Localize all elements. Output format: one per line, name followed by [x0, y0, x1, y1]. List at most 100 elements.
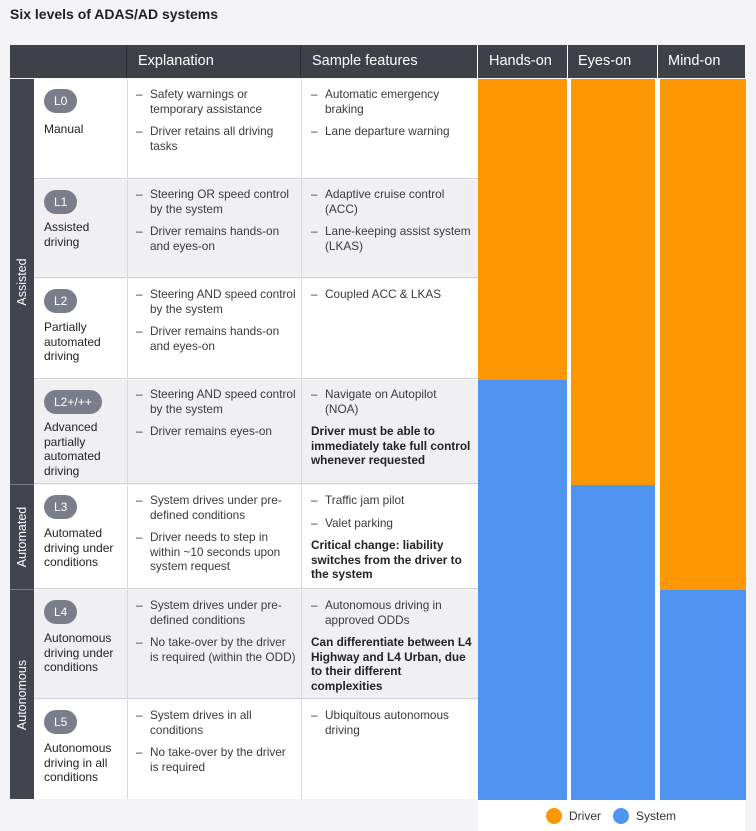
level-row-l2: L2 Partially automated driving – Steering…: [34, 279, 478, 379]
explanation-item: – Driver remains hands-on and eyes-on: [136, 324, 280, 353]
level-row-l5: L5 Autonomous driving in all conditions …: [34, 700, 478, 799]
explanation-item: – Driver retains all driving tasks: [136, 124, 274, 153]
level-badge: L1: [44, 190, 78, 214]
level-name: Manual: [44, 122, 84, 136]
feature-item: – Automatic emergency braking: [311, 87, 440, 116]
feature-item: – Lane departure warning: [311, 124, 450, 138]
level-name: Autonomous driving under conditions: [44, 631, 114, 674]
feature-item: – Coupled ACC & LKAS: [311, 287, 442, 301]
explanation-list: – System drives under pre-defined conditi…: [136, 493, 296, 582]
matrix-cell-eyes-on: [571, 485, 655, 590]
feature-item: – Navigate on Autopilot (NOA): [311, 387, 437, 416]
feature-item: – Lane-keeping assist system (LKAS): [311, 224, 471, 253]
band-automated: Automated: [10, 485, 34, 590]
matrix-cell-eyes-on: [571, 79, 655, 180]
matrix-cell-eyes-on: [571, 180, 655, 279]
header-divider: [477, 45, 478, 78]
band-label-automated: Automated: [15, 506, 29, 568]
matrix-cell-mind-on: [660, 180, 746, 279]
matrix-cell-hands-on: [478, 590, 567, 700]
header-explanation: Explanation: [138, 53, 214, 69]
matrix-cell-hands-on: [478, 279, 567, 380]
matrix-cell-mind-on: [660, 590, 746, 700]
matrix-cell-hands-on: [478, 79, 567, 180]
matrix-cell-mind-on: [660, 485, 746, 590]
feature-note: Can differentiate between L4 Highway and…: [311, 635, 472, 693]
explanation-item: – System drives under pre-defined conditi…: [136, 493, 282, 522]
level-badge: L2+/++: [44, 390, 102, 414]
features-list: – Navigate on Autopilot (NOA) Driver must…: [311, 387, 473, 468]
features-list: – Automatic emergency braking – Lane depar…: [311, 87, 473, 147]
band-assisted: Assisted: [10, 79, 34, 485]
header-mind-on: Mind-on: [668, 53, 721, 69]
feature-item: – Valet parking: [311, 515, 393, 530]
level-name: Partially automated driving: [44, 320, 101, 363]
features-list: – Traffic jam pilot – Valet parking Critic…: [311, 493, 473, 582]
level-row-l0: L0 Manual – Safety warnings or temporary …: [34, 79, 478, 179]
header-divider: [126, 45, 127, 78]
legend-system-swatch: [613, 808, 629, 824]
explanation-item: – System drives under pre-defined conditi…: [136, 598, 282, 627]
level-badge: L0: [44, 89, 78, 113]
features-list: – Adaptive cruise control (ACC) – Lane-kee…: [311, 187, 473, 261]
matrix-cell-hands-on: [478, 485, 567, 590]
page-title: Six levels of ADAS/AD systems: [10, 6, 219, 22]
explanation-item: – Steering AND speed control by the syste…: [136, 387, 296, 416]
explanation-list: – System drives in all conditions – No tak…: [136, 708, 296, 782]
matrix-cell-eyes-on: [571, 380, 655, 485]
level-badge: L4: [44, 600, 78, 624]
features-list: – Ubiquitous autonomous driving: [311, 708, 473, 745]
matrix-cell-mind-on: [660, 380, 746, 485]
level-name: Automated driving under conditions: [44, 526, 114, 569]
level-badge: L5: [44, 710, 78, 734]
level-row-l3: L3 Automated driving under conditions – S…: [34, 485, 478, 589]
table-header: Explanation Sample features Hands-on Eye…: [10, 45, 745, 78]
features-list: – Autonomous driving in approved ODDs Can…: [311, 598, 473, 693]
legend: Driver System: [478, 800, 745, 831]
matrix-cell-hands-on: [478, 380, 567, 485]
feature-item: – Adaptive cruise control (ACC): [311, 187, 445, 216]
header-divider: [300, 45, 301, 78]
feature-note: Driver must be able to immediately take …: [311, 424, 471, 467]
level-row-l1: L1 Assisted driving – Steering OR speed c…: [34, 180, 478, 278]
level-name: Advanced partially automated driving: [44, 420, 101, 478]
explanation-list: – Safety warnings or temporary assistance…: [136, 87, 296, 161]
matrix-cell-eyes-on: [571, 279, 655, 380]
level-name: Autonomous driving in all conditions: [44, 741, 112, 784]
matrix-cell-eyes-on: [571, 590, 655, 700]
explanation-item: – Steering AND speed control by the syste…: [136, 287, 296, 316]
header-divider: [567, 45, 568, 78]
level-badge: L3: [44, 495, 78, 519]
matrix-column-gap: [655, 79, 660, 800]
header-sample-features: Sample features: [312, 53, 418, 69]
header-divider: [657, 45, 658, 78]
header-hands-on: Hands-on: [489, 53, 552, 69]
explanation-list: – Steering OR speed control by the system…: [136, 187, 296, 261]
band-label-autonomous: Autonomous: [15, 659, 29, 730]
matrix-cell-eyes-on: [571, 700, 655, 800]
explanation-item: – Driver remains eyes-on: [136, 424, 272, 438]
band-label-assisted: Assisted: [15, 257, 29, 306]
explanation-list: – Steering AND speed control by the syste…: [136, 287, 296, 361]
matrix-cell-mind-on: [660, 279, 746, 380]
matrix-cell-hands-on: [478, 700, 567, 800]
features-list: – Coupled ACC & LKAS: [311, 287, 473, 310]
explanation-list: – Steering AND speed control by the syste…: [136, 387, 296, 447]
legend-driver-label: Driver: [569, 809, 601, 823]
legend-system-label: System: [636, 809, 677, 823]
matrix-cell-hands-on: [478, 180, 567, 279]
feature-note: Critical change: liability switches from…: [311, 538, 462, 581]
explanation-item: – Steering OR speed control by the system: [136, 187, 290, 216]
explanation-item: – Safety warnings or temporary assistance: [136, 87, 263, 116]
band-autonomous: Autonomous: [10, 590, 34, 799]
explanation-item: – Driver needs to step in within ~10 seco…: [136, 530, 281, 573]
explanation-list: – System drives under pre-defined conditi…: [136, 598, 296, 672]
matrix-cell-mind-on: [660, 700, 746, 800]
legend-driver-swatch: [546, 808, 562, 824]
level-name: Assisted driving: [44, 220, 90, 249]
explanation-item: – Driver remains hands-on and eyes-on: [136, 224, 280, 253]
feature-item: – Traffic jam pilot: [311, 493, 405, 507]
level-row-l2-plus: L2+/++ Advanced partially automated driv…: [34, 380, 478, 484]
explanation-item: – System drives in all conditions: [136, 708, 252, 737]
explanation-item: – No take-over by the driver is required …: [136, 635, 296, 664]
